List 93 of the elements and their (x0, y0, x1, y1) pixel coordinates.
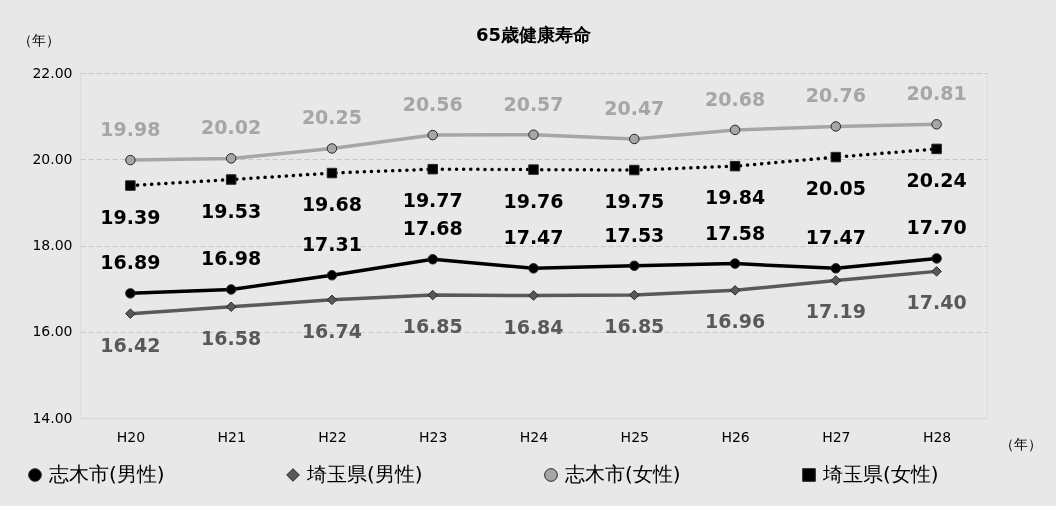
point (225, 301, 237, 312)
y-tick-label: 20.00 (32, 150, 73, 167)
point (830, 121, 842, 132)
point (729, 258, 741, 269)
point (225, 284, 237, 295)
point (326, 294, 338, 306)
data-label: 20.68 (705, 87, 766, 110)
data-label: 16.74 (301, 319, 362, 342)
data-label: 16.85 (402, 315, 463, 338)
point (427, 129, 438, 141)
point (931, 119, 942, 130)
data-label: 19.53 (201, 199, 262, 222)
data-label: 19.68 (301, 193, 362, 216)
data-label: 17.47 (503, 226, 564, 249)
x-axis-title: （年） (999, 435, 1042, 452)
data-label: 17.58 (705, 221, 766, 244)
y-tick-label: 16.00 (32, 323, 73, 340)
point (729, 160, 741, 172)
x-tick-label: H25 (620, 428, 649, 445)
chart-title: 65歳健康寿命 (475, 24, 592, 45)
x-tick-label: H21 (217, 428, 246, 445)
point (830, 275, 842, 286)
y-tick-label: 14.00 (32, 409, 73, 426)
data-label: 16.85 (604, 315, 665, 338)
data-label: 17.31 (301, 233, 362, 256)
point (125, 288, 136, 299)
point (830, 263, 842, 274)
data-label: 20.76 (805, 84, 866, 107)
point (427, 163, 438, 175)
point (629, 260, 640, 271)
point (629, 289, 640, 301)
point (931, 143, 942, 155)
y-tick-label: 22.00 (32, 64, 73, 81)
data-label: 20.25 (301, 106, 362, 129)
data-label: 16.84 (503, 315, 564, 338)
data-label: 16.42 (100, 333, 161, 356)
point (830, 151, 842, 163)
point (326, 167, 338, 179)
point (729, 285, 741, 296)
data-label: 20.24 (906, 168, 967, 191)
point (629, 133, 640, 145)
legend-label: 志木市(女性) (565, 462, 681, 486)
data-label: 19.98 (100, 118, 161, 141)
point (528, 164, 539, 175)
y-tick-label: 18.00 (32, 237, 73, 253)
data-label: 20.57 (503, 92, 564, 115)
legend-label: 志木市(男性) (49, 462, 165, 486)
point (931, 266, 942, 277)
y-axis-title: （年） (17, 31, 60, 48)
data-label: 17.68 (402, 217, 463, 240)
data-label: 20.02 (201, 116, 262, 139)
data-label: 19.84 (705, 186, 766, 209)
data-label: 20.81 (906, 82, 967, 105)
point (931, 253, 942, 264)
data-label: 16.96 (705, 310, 766, 333)
x-tick-label: H24 (519, 428, 549, 445)
point (528, 290, 539, 301)
data-label: 19.76 (503, 189, 564, 212)
data-label: 17.19 (805, 300, 866, 323)
legend-label: 埼玉県(女性) (822, 462, 939, 486)
data-label: 16.98 (201, 247, 262, 270)
point (125, 180, 136, 191)
data-label: 19.39 (100, 205, 161, 228)
point (729, 124, 741, 136)
data-label: 16.58 (201, 326, 262, 349)
point (125, 308, 136, 319)
x-tick-label: H28 (922, 428, 952, 445)
point (427, 254, 438, 265)
data-label: 20.47 (604, 96, 665, 119)
data-label: 17.47 (805, 226, 866, 249)
point (427, 289, 438, 301)
point (125, 154, 136, 166)
data-label: 17.53 (604, 223, 665, 246)
point (225, 153, 237, 164)
data-label: 16.89 (100, 251, 161, 274)
point (528, 263, 539, 274)
x-tick-label: H27 (822, 428, 851, 445)
point (326, 143, 338, 154)
data-label: 19.77 (402, 189, 463, 212)
data-label: 19.75 (604, 190, 665, 213)
x-tick-label: H23 (419, 428, 448, 445)
point (629, 164, 640, 176)
x-tick-label: H26 (721, 428, 750, 445)
legend-label: 埼玉県(男性) (306, 462, 423, 486)
data-label: 20.05 (805, 177, 866, 200)
data-label: 17.40 (906, 291, 967, 314)
point (225, 174, 237, 185)
point (528, 129, 539, 140)
point (326, 270, 338, 281)
data-label: 17.70 (906, 216, 967, 239)
x-tick-label: H20 (116, 428, 146, 445)
x-tick-label: H22 (318, 428, 347, 445)
data-label: 20.56 (402, 93, 463, 116)
